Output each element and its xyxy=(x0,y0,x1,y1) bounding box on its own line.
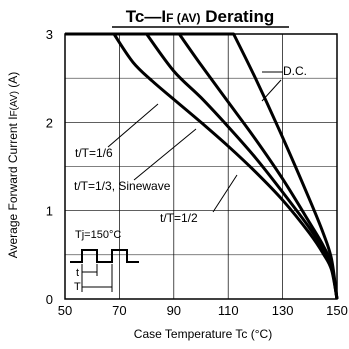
chart-title-tail: Derating xyxy=(201,7,275,26)
x-tick-label-130: 130 xyxy=(272,303,294,318)
chart-title: Tc—IF (AV) Derating xyxy=(126,7,274,26)
chart-title-main: Tc—I xyxy=(126,7,166,26)
inset-t-label: t xyxy=(76,267,79,279)
y-axis-label: Average Forward Current IF(AV) (A) xyxy=(6,72,20,259)
series-line-3 xyxy=(65,32,339,300)
y-tick-label-2: 2 xyxy=(46,115,53,130)
x-tick-label-150: 150 xyxy=(326,303,348,318)
y-axis-label-sub: F(AV) xyxy=(9,91,20,116)
x-tick-label-90: 90 xyxy=(167,303,181,318)
x-tick-label-70: 70 xyxy=(112,303,126,318)
inset-pulse-waveform xyxy=(70,249,139,263)
label-dc: D.C. xyxy=(283,64,307,78)
y-axis-label-main: Average Forward Current I xyxy=(6,116,20,258)
label-dc-arrow xyxy=(261,79,282,102)
inset-T-label: T xyxy=(74,281,81,293)
label-t13-leader xyxy=(133,128,197,181)
y-tick-label-0: 0 xyxy=(46,292,53,307)
x-ticks: 50 70 90 110 130 150 xyxy=(58,303,348,318)
x-tick-label-50: 50 xyxy=(58,303,72,318)
label-t16-leader xyxy=(107,103,159,148)
inset-tj: Tj=150°C xyxy=(75,229,121,241)
chart-title-sub: F (AV) xyxy=(166,11,200,25)
series-line-0 xyxy=(65,32,339,300)
label-t12-leader xyxy=(212,174,238,213)
y-tick-label-3: 3 xyxy=(46,27,53,42)
y-tick-label-1: 1 xyxy=(46,204,53,219)
x-axis-label: Case Temperature Tc (°C) xyxy=(134,327,272,341)
series-line-2 xyxy=(65,32,339,300)
y-ticks: 0 1 2 3 xyxy=(46,27,53,307)
grid xyxy=(65,34,337,299)
y-axis-label-unit: (A) xyxy=(6,72,20,91)
label-t13: t/T=1/3, Sinewave xyxy=(74,179,171,193)
label-t12: t/T=1/2 xyxy=(160,211,198,225)
curves xyxy=(65,32,339,300)
x-tick-label-110: 110 xyxy=(218,303,239,318)
label-t16: t/T=1/6 xyxy=(75,146,113,160)
